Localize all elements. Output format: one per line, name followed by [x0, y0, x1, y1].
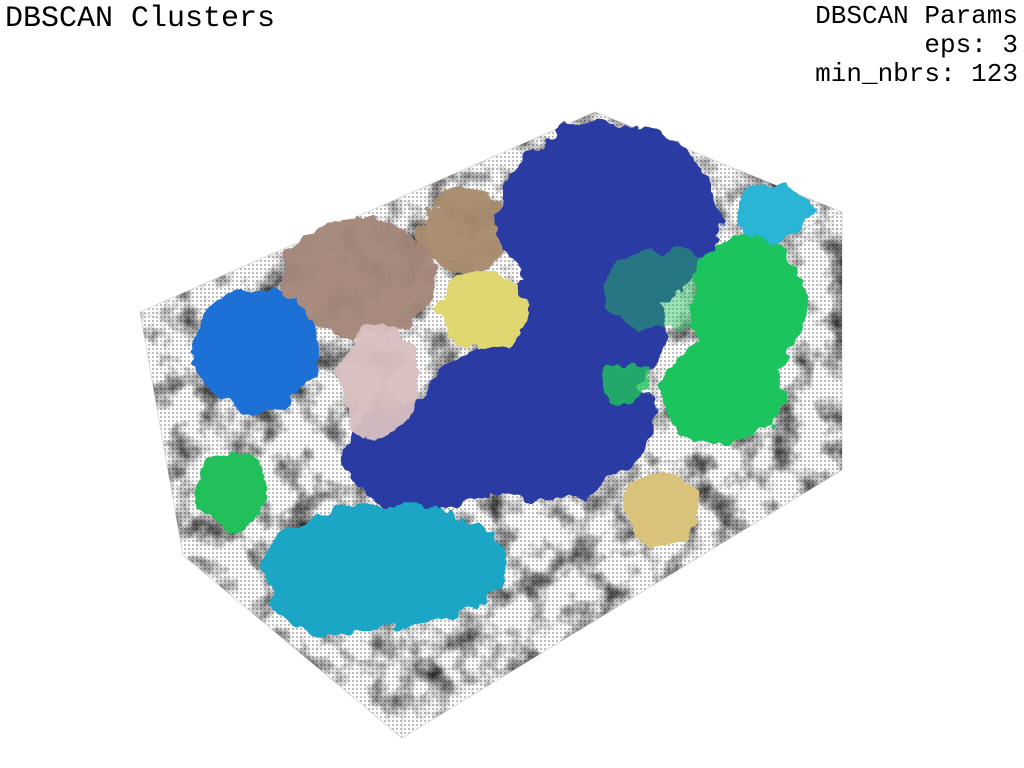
- min-nbrs-value: min_nbrs: 123: [815, 59, 1018, 89]
- cluster-green-right: [602, 235, 806, 444]
- cluster-khaki: [624, 470, 700, 546]
- cluster-green-left: [196, 454, 268, 530]
- cluster-pale-pink: [338, 324, 418, 440]
- params-heading: DBSCAN Params: [815, 1, 1018, 31]
- dbscan-params-panel: DBSCAN Params eps: 3 min_nbrs: 123: [815, 2, 1018, 89]
- cluster-brown-rose: [280, 219, 436, 335]
- cluster-blue-left: [194, 290, 322, 410]
- viewer-title: DBSCAN Clusters: [5, 2, 276, 36]
- cluster-tan-brown: [420, 190, 512, 274]
- eps-value: eps: 3: [924, 30, 1018, 60]
- cluster-yellow: [439, 272, 529, 348]
- cluster-cyan-top-right: [738, 184, 810, 244]
- cluster-cyan-bottom: [263, 503, 507, 635]
